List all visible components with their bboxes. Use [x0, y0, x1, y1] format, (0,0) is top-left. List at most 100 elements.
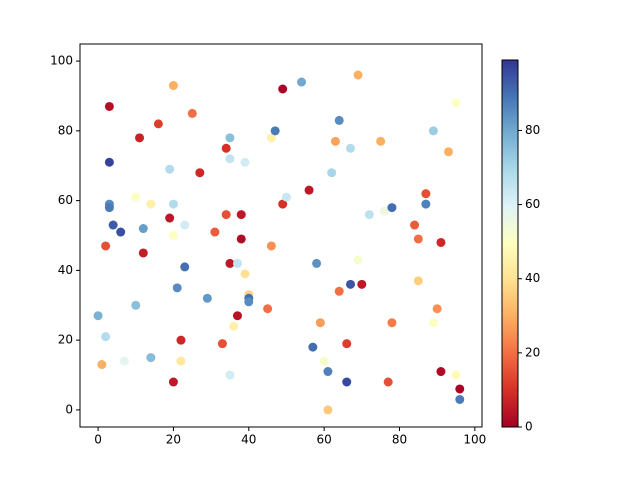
point [376, 136, 386, 146]
point [413, 234, 423, 244]
x-tick-label: 80 [392, 433, 407, 447]
point [319, 356, 329, 366]
plot-frame [79, 43, 483, 428]
point [138, 224, 148, 234]
point [176, 335, 186, 345]
point [146, 199, 156, 209]
point [97, 360, 107, 370]
point [266, 133, 276, 143]
point [108, 220, 118, 230]
point [225, 370, 235, 380]
colorbar-tick-label: 80 [525, 123, 540, 137]
point [270, 126, 280, 136]
point [451, 98, 461, 108]
point [116, 227, 126, 237]
point [263, 304, 273, 314]
point [342, 377, 352, 387]
point [225, 154, 235, 164]
point [353, 255, 363, 265]
y-tick-label: 80 [58, 123, 73, 137]
point [428, 318, 438, 328]
point [410, 220, 420, 230]
point [278, 84, 288, 94]
point [221, 143, 231, 153]
point [383, 377, 393, 387]
point [119, 356, 129, 366]
point [297, 77, 307, 87]
point [281, 192, 291, 202]
y-tick-label: 40 [58, 263, 73, 277]
point [153, 119, 163, 129]
point [334, 286, 344, 296]
point [304, 185, 314, 195]
point [180, 262, 190, 272]
colorbar-tick-label: 20 [525, 345, 540, 359]
point [357, 279, 367, 289]
point [308, 342, 318, 352]
point [165, 213, 175, 223]
point [315, 318, 325, 328]
point [104, 157, 114, 167]
point [165, 164, 175, 174]
point [346, 279, 356, 289]
point [225, 258, 235, 268]
x-tick-label: 100 [463, 433, 486, 447]
point [240, 157, 250, 167]
point [327, 168, 337, 178]
point [236, 210, 246, 220]
point [225, 133, 235, 143]
point [229, 321, 239, 331]
point [436, 237, 446, 247]
point [195, 168, 205, 178]
point [451, 370, 461, 380]
colorbar-tick-label: 40 [525, 271, 540, 285]
point [346, 143, 356, 153]
x-tick-label: 40 [241, 433, 256, 447]
point [168, 377, 178, 387]
point [101, 332, 111, 342]
point [266, 241, 276, 251]
point [104, 101, 114, 111]
colorbar-tick-label: 60 [525, 197, 540, 211]
x-tick-label: 60 [316, 433, 331, 447]
x-tick-label: 0 [94, 433, 102, 447]
point [135, 133, 145, 143]
point [421, 189, 431, 199]
point [232, 311, 242, 321]
point [413, 276, 423, 286]
point [236, 234, 246, 244]
point [443, 147, 453, 157]
y-tick-label: 0 [65, 402, 73, 416]
point [172, 283, 182, 293]
point [387, 203, 397, 213]
y-tick-label: 20 [58, 333, 73, 347]
point [138, 248, 148, 258]
point [104, 203, 114, 213]
point [428, 126, 438, 136]
point [168, 231, 178, 240]
point [455, 384, 465, 394]
y-tick-label: 60 [58, 193, 73, 207]
point [101, 241, 111, 251]
point [323, 367, 333, 377]
point [330, 136, 340, 146]
point [168, 199, 178, 209]
point [217, 339, 227, 349]
point [432, 304, 442, 314]
point [278, 199, 288, 209]
point [131, 192, 141, 202]
point [379, 206, 389, 216]
point [232, 258, 242, 268]
point [323, 405, 333, 415]
point [364, 210, 374, 220]
point [240, 269, 250, 279]
point [131, 300, 141, 310]
point [455, 394, 465, 404]
point [312, 258, 322, 268]
point [180, 220, 190, 230]
x-tick-label: 20 [166, 433, 181, 447]
point [436, 367, 446, 377]
point [221, 210, 231, 220]
